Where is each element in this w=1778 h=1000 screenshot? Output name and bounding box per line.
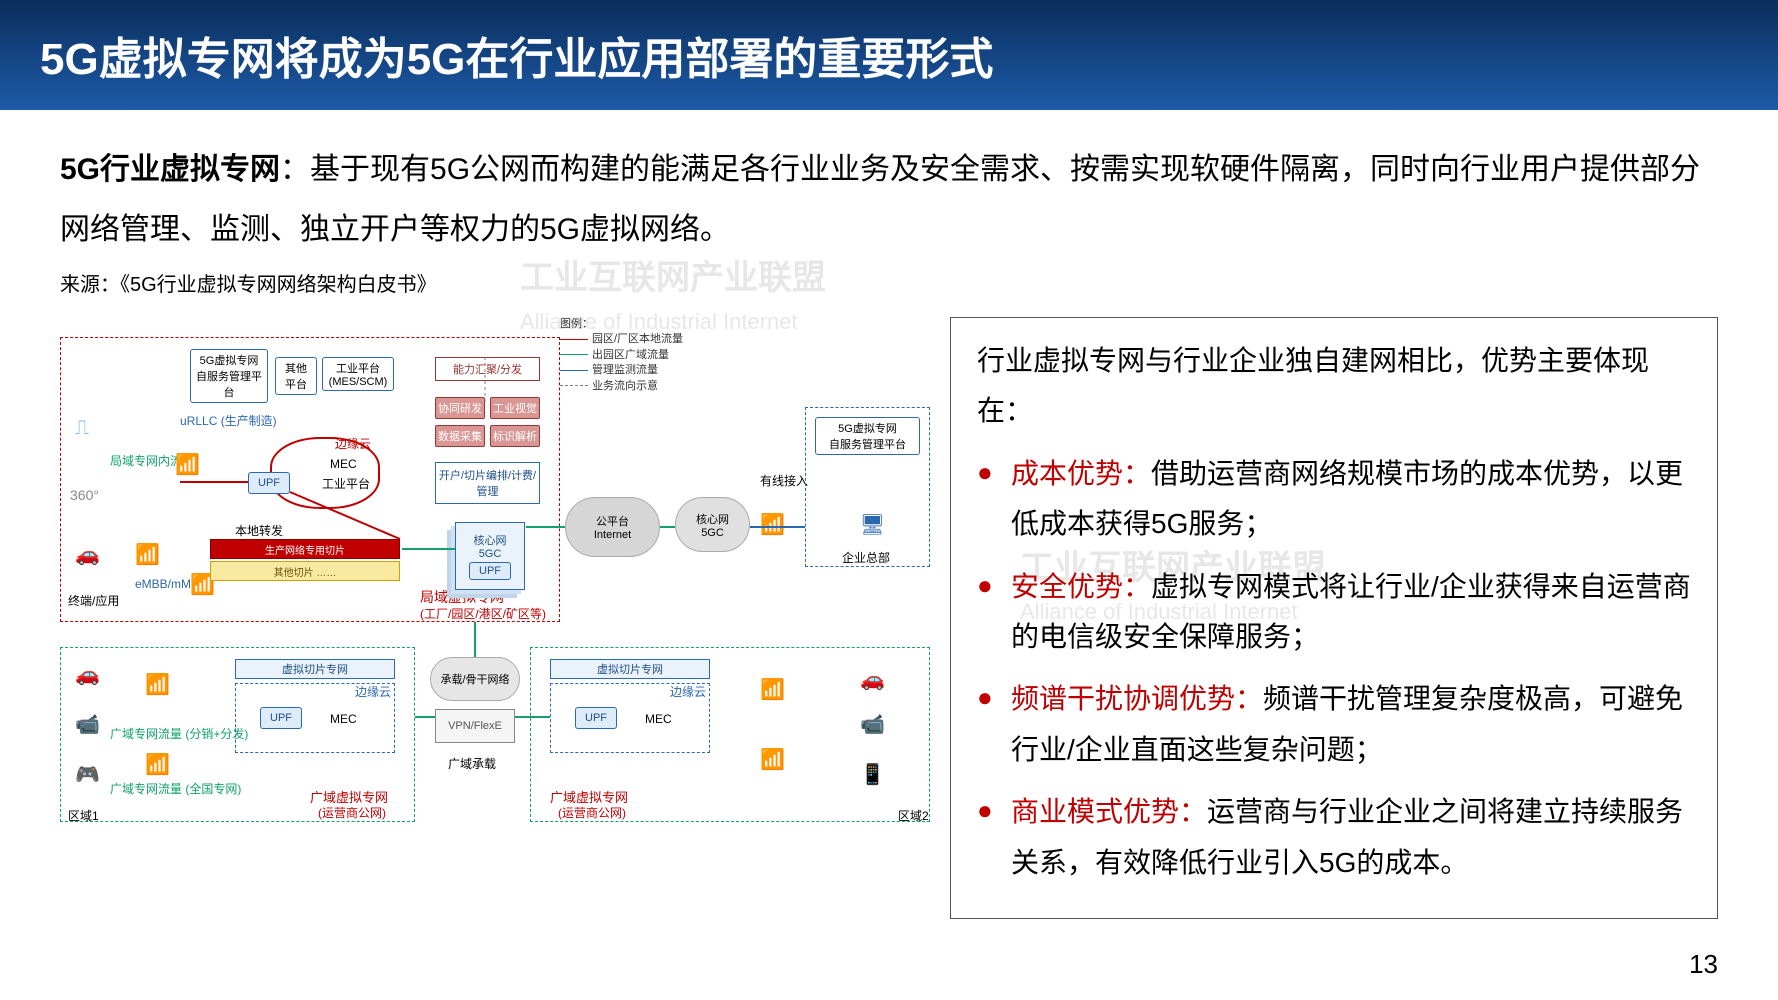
z2-mec: MEC bbox=[645, 712, 672, 726]
advantage-item-2: 频谱干扰协调优势：频谱干扰管理复杂度极高，可避免行业/企业直面这些复杂问题； bbox=[977, 674, 1691, 775]
advantage-item-1: 安全优势：虚拟专网模式将让行业/企业获得来自运营商的电信级安全保障服务； bbox=[977, 562, 1691, 663]
car-icon-z2: 🚗 bbox=[860, 667, 885, 692]
legend-item-2: 管理监测流量 bbox=[592, 364, 658, 376]
cam-icon-z1: 📹 bbox=[75, 712, 100, 737]
core-upf: UPF bbox=[469, 562, 511, 580]
local-forward-label: 本地转发 bbox=[235, 522, 283, 539]
wide-sublabel-right: (运营商公网) bbox=[558, 804, 626, 821]
car-icon-z1: 🚗 bbox=[75, 662, 100, 687]
wide-sublabel-left: (运营商公网) bbox=[318, 804, 386, 821]
advantages-list: 成本优势：借助运营商网络规模市场的成本优势，以更低成本获得5G服务； 安全优势：… bbox=[977, 449, 1691, 888]
console-icon-z1: 🎮 bbox=[75, 762, 100, 787]
source-citation: 来源：《5G行业虚拟专网网络架构白皮书》 bbox=[60, 268, 1718, 297]
wired-label: 有线接入 bbox=[760, 472, 808, 489]
content-area: 5G行业虚拟专网：基于现有5G公网而构建的能满足各行业业务及安全需求、按需实现软… bbox=[0, 110, 1778, 919]
page-number: 13 bbox=[1689, 949, 1718, 980]
other-platform-box: 其他平台 bbox=[275, 357, 317, 395]
cap-2: 数据采集 bbox=[435, 425, 485, 447]
ant-icon-z2b: 📶 bbox=[760, 747, 785, 772]
antenna-icon-1: 📶 bbox=[175, 452, 200, 477]
wide-flow-2: 广域专网流量 (全国专网) bbox=[110, 780, 241, 797]
wide-flow-1: 广域专网流量 (分销+分发) bbox=[110, 725, 248, 742]
ant-icon-z1b: 📶 bbox=[145, 752, 170, 777]
legend-item-0: 园区/厂区本地流量 bbox=[592, 333, 683, 345]
backbone-cloud: 承载/骨干网络 bbox=[430, 657, 520, 701]
terminal-label: 终端/应用 bbox=[68, 592, 119, 609]
z1-upf: UPF bbox=[260, 707, 302, 729]
camera360-icon: 360° bbox=[70, 487, 99, 503]
server-icon: 🖥 bbox=[860, 512, 885, 537]
advantage-item-3: 商业模式优势：运营商与行业企业之间将建立持续服务关系，有效降低行业引入5G的成本… bbox=[977, 787, 1691, 888]
intro-body: ：基于现有5G公网而构建的能满足各行业业务及安全需求、按需实现软硬件隔离，同时向… bbox=[60, 153, 1700, 246]
advantages-box: 行业虚拟专网与行业企业独自建网相比，优势主要体现在： 成本优势：借助运营商网络规… bbox=[950, 317, 1718, 919]
cam-icon-z2: 📹 bbox=[860, 712, 885, 737]
z1-mec: MEC bbox=[330, 712, 357, 726]
upper-region-sublabel: (工厂/园区/港区/矿区等) bbox=[420, 605, 546, 622]
legend-title: 图例： bbox=[560, 317, 700, 332]
ant-icon-z1: 📶 bbox=[145, 672, 170, 697]
z1-edge-cloud-label: 边缘云 bbox=[355, 683, 391, 700]
network-diagram: 图例： 园区/厂区本地流量 出园区广域流量 管理监测流量 业务流向示意 5G虚拟… bbox=[60, 317, 930, 837]
hq-platform: 5G虚拟专网自服务管理平台 bbox=[815, 417, 920, 455]
intro-paragraph: 5G行业虚拟专网：基于现有5G公网而构建的能满足各行业业务及安全需求、按需实现软… bbox=[60, 140, 1718, 260]
legend-item-1: 出园区广域流量 bbox=[592, 349, 669, 361]
advantages-intro: 行业虚拟专网与行业企业独自建网相比，优势主要体现在： bbox=[977, 336, 1691, 437]
vehicle-icon: 🚗 bbox=[75, 542, 100, 567]
mgmt-platform-box: 5G虚拟专网自服务管理平台 bbox=[190, 349, 268, 403]
phone-icon-z2: 📱 bbox=[860, 762, 885, 787]
zone2-label: 区域2 bbox=[898, 807, 929, 824]
wifi-hq-icon: 📶 bbox=[760, 512, 785, 537]
cap-1: 工业视觉 bbox=[490, 397, 540, 419]
main-row: 图例： 园区/厂区本地流量 出园区广域流量 管理监测流量 业务流向示意 5G虚拟… bbox=[60, 317, 1718, 919]
upf-box-1: UPF bbox=[248, 472, 290, 494]
z1-slice: 虚拟切片专网 bbox=[235, 659, 395, 679]
industrial-platform-box: 工业平台(MES/SCM) bbox=[322, 357, 394, 391]
legend-item-3: 业务流向示意 bbox=[592, 380, 658, 392]
z2-upf: UPF bbox=[575, 707, 617, 729]
vpn-box: VPN/FlexE bbox=[435, 709, 515, 743]
intro-lead: 5G行业虚拟专网 bbox=[60, 153, 280, 186]
capability-header: 能力汇聚/分发 bbox=[435, 357, 540, 381]
edge-cloud-label: 边缘云 bbox=[335, 435, 371, 452]
robot-arm-icon: ⎍ bbox=[75, 417, 89, 440]
urllc-label: uRLLC (生产制造) bbox=[180, 412, 277, 429]
core-5gc: 核心网 5GC UPF bbox=[455, 522, 525, 590]
zone1-label: 区域1 bbox=[68, 807, 99, 824]
z2-edge-cloud-label: 边缘云 bbox=[670, 683, 706, 700]
ant-icon-z2: 📶 bbox=[760, 677, 785, 702]
mgmt-box: 开户/切片编排/计费/管理 bbox=[435, 462, 540, 504]
title-bar: 5G虚拟专网将成为5G在行业应用部署的重要形式 bbox=[0, 0, 1778, 110]
z2-slice: 虚拟切片专网 bbox=[550, 659, 710, 679]
core5gc-cloud: 核心网 5GC bbox=[675, 497, 750, 552]
mec-label: MEC bbox=[330, 457, 357, 471]
prod-slice: 生产网络专用切片 bbox=[210, 539, 400, 559]
cap-3: 标识解析 bbox=[490, 425, 540, 447]
cap-0: 协同研发 bbox=[435, 397, 485, 419]
wide-carry-label: 广域承载 bbox=[448, 755, 496, 772]
internet-cloud: 公平台 Internet bbox=[565, 497, 660, 557]
antenna-icon-2: 📶 bbox=[135, 542, 160, 567]
upper-region-label: 局域虚拟专网 bbox=[420, 587, 504, 607]
hq-label: 企业总部 bbox=[842, 549, 890, 566]
other-slice: 其他切片 …… bbox=[210, 561, 400, 581]
diagram-legend: 图例： 园区/厂区本地流量 出园区广域流量 管理监测流量 业务流向示意 bbox=[560, 317, 700, 394]
page-title: 5G虚拟专网将成为5G在行业应用部署的重要形式 bbox=[40, 23, 993, 87]
advantage-item-0: 成本优势：借助运营商网络规模市场的成本优势，以更低成本获得5G服务； bbox=[977, 449, 1691, 550]
edge-ind-platform-label: 工业平台 bbox=[322, 475, 370, 492]
